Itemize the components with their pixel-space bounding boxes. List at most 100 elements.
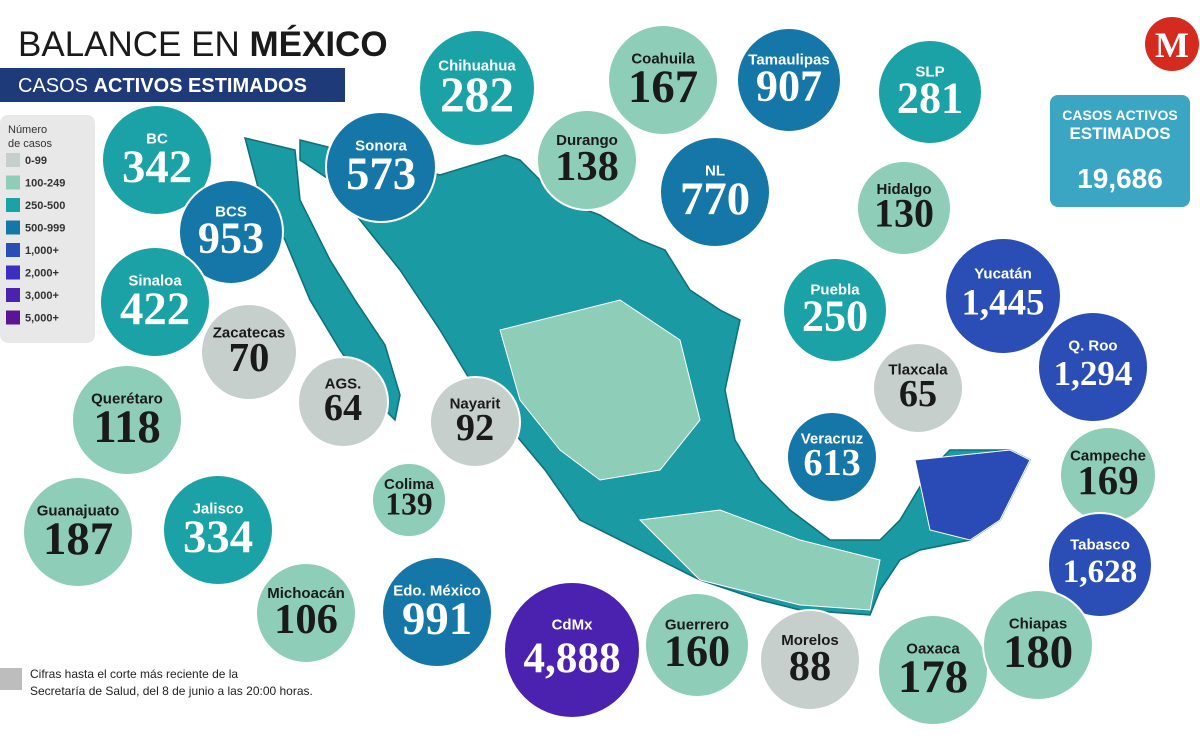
state-name: Tabasco <box>1070 536 1130 553</box>
note: Secretaría de Salud, del 8 de junio a la… <box>30 684 313 698</box>
state-name: Tamaulipas <box>748 51 829 68</box>
legend-label: 5,000+ <box>25 313 59 325</box>
total-label: ESTIMADOS <box>1069 124 1170 143</box>
map <box>243 136 1032 616</box>
bubble <box>371 462 447 538</box>
state-name: Coahuila <box>631 51 695 68</box>
state-value: 64 <box>324 387 362 429</box>
bubble <box>644 592 750 698</box>
bubble <box>162 474 274 586</box>
bubble <box>200 303 298 401</box>
state-value: 991 <box>402 593 472 645</box>
state-name: Guerrero <box>665 616 729 633</box>
state-value: 106 <box>274 596 338 643</box>
subtitle-bold: ACTIVOS ESTIMADOS <box>94 75 307 97</box>
state-name: Durango <box>556 132 618 149</box>
south-region <box>638 509 881 611</box>
state-name: AGS. <box>325 376 362 393</box>
state-name: Sinaloa <box>128 273 182 290</box>
legend-label: 2,000+ <box>25 268 59 280</box>
legend-swatch <box>6 243 20 257</box>
legend-label: 250-500 <box>25 200 65 212</box>
yucatan-region <box>914 449 1031 541</box>
legend-label: 100-249 <box>25 178 65 190</box>
state-name: Yucatán <box>974 266 1032 283</box>
state-value: 250 <box>802 292 868 341</box>
bubble <box>297 356 389 448</box>
logo-text: M <box>1155 25 1189 65</box>
legend-label: 500-999 <box>25 223 65 235</box>
note-swatch <box>0 668 22 690</box>
title-bold: MÉXICO <box>249 24 387 64</box>
bubble <box>503 581 641 719</box>
legend-title: Número <box>8 124 47 136</box>
bubble <box>1037 311 1149 423</box>
state-value: 139 <box>385 487 432 522</box>
bubble <box>736 27 842 133</box>
bubble <box>944 237 1062 355</box>
bubble <box>877 39 983 145</box>
state-value: 167 <box>628 61 698 113</box>
state-value: 953 <box>198 214 264 263</box>
state-name: Michoacán <box>267 585 345 602</box>
bubble <box>982 589 1094 701</box>
subtitle-lead: CASOS <box>18 75 94 97</box>
state-name: Puebla <box>810 281 860 298</box>
state-name: Edo. México <box>393 583 481 600</box>
legend-panel <box>0 115 95 343</box>
total-value: 19,686 <box>1077 163 1163 194</box>
state-name: Nayarit <box>450 396 501 413</box>
state-value: 422 <box>120 283 190 335</box>
legend-swatch <box>6 220 20 235</box>
title-lead: BALANCE EN <box>18 25 249 64</box>
state-name: Querétaro <box>91 391 163 408</box>
bubble <box>659 136 771 248</box>
state-name: Q. Roo <box>1068 338 1117 355</box>
state-value: 573 <box>346 148 416 200</box>
bubble <box>71 364 183 476</box>
state-value: 282 <box>440 67 514 122</box>
central-region <box>499 299 701 481</box>
state-name: Campeche <box>1070 448 1146 465</box>
bubble <box>255 562 357 664</box>
legend-items: 0-99 100-249 250-500 500-999 1,000+ 2,000+ 3,0… <box>6 153 65 325</box>
baja-peninsula <box>243 136 401 422</box>
state-name: Guanajuato <box>37 503 120 520</box>
state-name: Zacatecas <box>213 325 286 342</box>
state-value: 70 <box>229 335 270 380</box>
legend-swatch <box>6 265 20 280</box>
state-value: 613 <box>803 442 860 484</box>
state-value: 180 <box>1003 626 1073 678</box>
state-value: 178 <box>898 651 968 703</box>
state-name: Veracruz <box>801 431 864 448</box>
state-bubble: AGS.64 <box>297 356 389 448</box>
state-value: 130 <box>874 191 934 236</box>
state-value: 187 <box>43 513 113 565</box>
state-name: NL <box>705 163 725 180</box>
state-name: Chihuahua <box>438 58 516 75</box>
state-value: 1,628 <box>1063 554 1137 590</box>
bubble <box>856 160 952 256</box>
bubble <box>1047 512 1153 618</box>
bubble <box>872 342 964 434</box>
